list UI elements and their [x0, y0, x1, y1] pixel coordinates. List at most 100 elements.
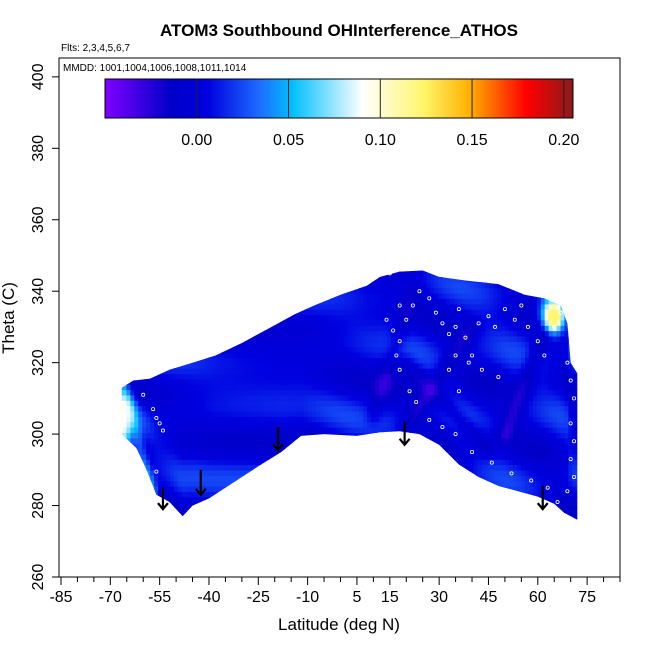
heatmap-cell	[201, 309, 206, 316]
heatmap-cell	[158, 491, 163, 498]
heatmap-cell	[382, 271, 388, 278]
heatmap-cell	[122, 443, 127, 449]
heatmap-cell	[422, 485, 427, 492]
heatmap-cell	[497, 303, 502, 310]
heatmap-cell	[430, 432, 435, 439]
heatmap-cell	[161, 270, 167, 273]
heatmap-cell	[422, 523, 427, 529]
heatmap-cell	[450, 529, 455, 535]
heatmap-cell	[394, 362, 400, 369]
heatmap-cell	[240, 330, 246, 337]
heatmap-cell	[189, 405, 195, 412]
heatmap-cell	[461, 314, 467, 321]
heatmap-cell	[296, 325, 301, 332]
heatmap-cell	[328, 529, 333, 535]
heatmap-cell	[185, 427, 191, 433]
heatmap-cell	[501, 351, 506, 358]
heatmap-cell	[371, 432, 376, 439]
heatmap-cell	[217, 378, 222, 385]
heatmap-cell	[398, 502, 404, 508]
heatmap-cell	[399, 261, 404, 267]
heatmap-cell	[292, 330, 297, 337]
heatmap-cell	[481, 287, 487, 294]
heatmap-cell	[340, 523, 345, 529]
heatmap-cell	[205, 416, 210, 423]
heatmap-cell	[256, 485, 262, 492]
heatmap-cell	[165, 378, 171, 385]
heatmap-cell	[130, 357, 135, 364]
heatmap-cell	[410, 469, 415, 476]
heatmap-cell	[339, 303, 344, 310]
heatmap-cell	[197, 309, 202, 316]
heatmap-cell	[121, 298, 123, 305]
heatmap-cell	[493, 394, 498, 401]
heatmap-cell	[379, 448, 384, 455]
heatmap-cell	[236, 416, 242, 423]
heatmap-cell	[209, 485, 214, 492]
heatmap-cell	[288, 368, 293, 374]
heatmap-cell	[481, 346, 487, 353]
heatmap-cell	[347, 362, 352, 369]
heatmap-cell	[398, 335, 404, 342]
heatmap-cell	[221, 330, 226, 337]
heatmap-cell	[406, 282, 412, 289]
heatmap-cell	[229, 491, 234, 498]
heatmap-cell	[260, 502, 266, 508]
heatmap-cell	[402, 303, 408, 310]
heatmap-cell	[379, 496, 384, 503]
heatmap-cell	[359, 394, 364, 401]
heatmap-cell	[221, 287, 226, 294]
heatmap-cell	[296, 373, 301, 380]
heatmap-cell	[126, 351, 131, 358]
heatmap-cell	[225, 459, 230, 466]
heatmap-cell	[453, 378, 459, 385]
heatmap-cell	[205, 443, 210, 449]
heatmap-cell	[280, 373, 285, 380]
heatmap-cell	[426, 389, 431, 396]
heatmap-cell	[169, 368, 175, 374]
heatmap-cell	[194, 523, 199, 529]
heatmap-cell	[209, 378, 214, 385]
heatmap-cell	[486, 261, 491, 267]
heatmap-cell	[307, 330, 313, 337]
heatmap-cell	[477, 443, 483, 449]
heatmap-cell	[402, 491, 408, 498]
heatmap-cell	[217, 507, 222, 514]
heatmap-cell	[434, 416, 439, 423]
heatmap-cell	[169, 469, 175, 476]
heatmap-cell	[430, 378, 435, 385]
heatmap-cell	[363, 389, 368, 396]
heatmap-cell	[126, 330, 131, 337]
heatmap-cell	[185, 416, 191, 423]
heatmap-cell	[434, 378, 439, 385]
heatmap-cell	[240, 270, 246, 273]
heatmap-cell	[248, 351, 254, 358]
heatmap-cell	[304, 427, 309, 433]
heatmap-cell	[217, 485, 222, 492]
heatmap-cell	[173, 400, 179, 407]
heatmap-cell	[296, 303, 301, 310]
heatmap-cell	[126, 282, 131, 289]
heatmap-cell	[260, 496, 266, 503]
heatmap-cell	[225, 346, 230, 353]
heatmap-cell	[213, 432, 218, 439]
heatmap-cell	[438, 400, 443, 407]
heatmap-cell	[446, 421, 451, 428]
heatmap-cell	[363, 394, 368, 401]
heatmap-cell	[390, 378, 396, 385]
heatmap-cell	[434, 287, 439, 294]
heatmap-cell	[403, 529, 408, 535]
heatmap-cell	[363, 405, 368, 412]
heatmap-cell	[209, 464, 214, 471]
heatmap-cell	[161, 421, 167, 428]
heatmap-cell	[121, 469, 123, 476]
heatmap-cell	[482, 529, 487, 535]
heatmap-cell	[150, 373, 155, 380]
heatmap-cell	[351, 373, 356, 380]
heatmap-cell	[457, 502, 463, 508]
heatmap-cell	[315, 319, 321, 326]
heatmap-cell	[252, 464, 258, 471]
heatmap-cell	[501, 480, 506, 487]
heatmap-cell	[165, 373, 171, 380]
heatmap-cell	[406, 346, 412, 353]
